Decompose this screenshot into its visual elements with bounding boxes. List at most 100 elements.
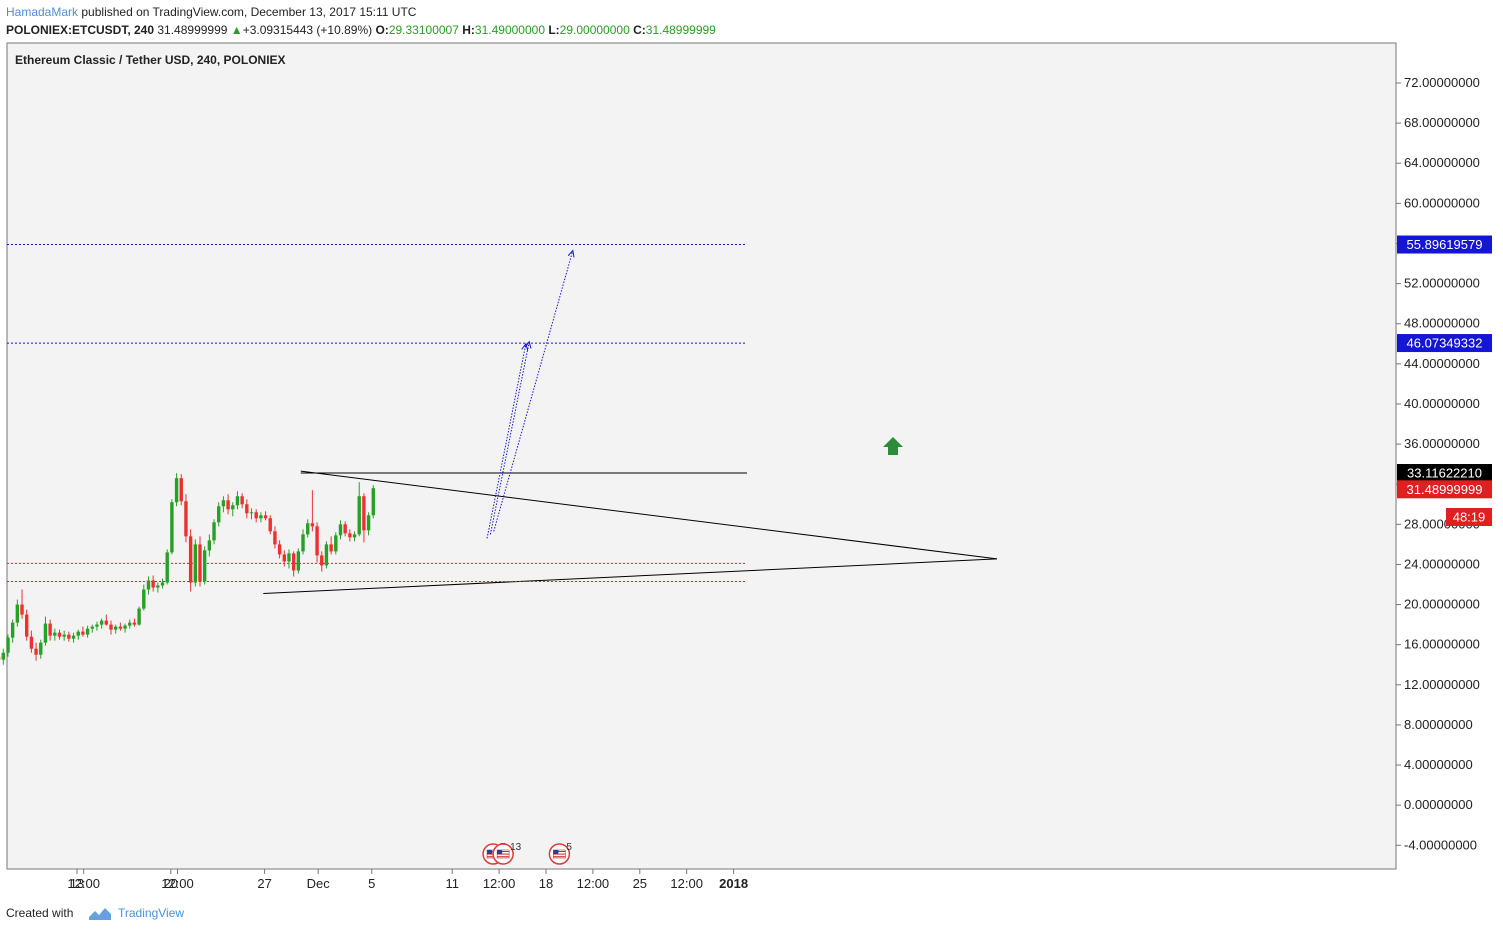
candle-body: [179, 478, 183, 502]
event-count: 5: [566, 842, 572, 853]
candle-body: [20, 604, 24, 615]
candle: [10, 619, 15, 643]
low-value: 29.00000000: [559, 23, 630, 37]
candle-body: [240, 496, 244, 505]
candle-body: [212, 522, 216, 541]
y-tick-label: 8.00000000: [1404, 717, 1473, 732]
projection-arrow-line: [493, 250, 574, 532]
candle-body: [231, 505, 235, 510]
candle-body: [184, 501, 188, 537]
price-change: +3.09315443 (+10.89%): [242, 23, 373, 37]
candle-body: [123, 625, 127, 629]
candle-body: [151, 580, 155, 588]
candle: [352, 531, 357, 542]
price-axis-label: 31.48999999: [1397, 480, 1492, 499]
x-tick-label: Dec: [307, 876, 331, 891]
candle-body: [85, 628, 90, 635]
candle: [362, 493, 366, 543]
candle: [132, 618, 137, 627]
candle-body: [249, 512, 254, 514]
candle-body: [315, 526, 319, 556]
candle-body: [254, 512, 258, 519]
candle-body: [137, 608, 141, 625]
candle-body: [67, 634, 71, 639]
candle: [310, 490, 315, 532]
close-label: C:: [633, 23, 646, 37]
candle-body: [217, 506, 221, 523]
candle-body: [188, 536, 193, 583]
candle: [357, 482, 361, 537]
candle-body: [71, 635, 76, 639]
candle: [104, 614, 109, 626]
us-flag-icon: [496, 849, 510, 859]
candle-body: [57, 632, 62, 637]
candle: [334, 532, 338, 555]
candle-body: [81, 631, 85, 635]
candle-body: [329, 544, 333, 552]
up-triangle-icon: ▲: [230, 23, 243, 37]
author-link[interactable]: HamadaMark: [6, 5, 79, 19]
candle-body: [113, 626, 118, 630]
candle: [146, 576, 151, 595]
economic-event-marker[interactable]: 13: [492, 842, 522, 865]
candle-body: [268, 518, 272, 532]
candle-body: [90, 626, 94, 629]
price-axis-label: 48:19: [1446, 508, 1492, 526]
candle-body: [95, 624, 99, 627]
symbol-label: POLONIEX:ETCUSDT, 240: [6, 23, 155, 37]
candle-body: [160, 582, 165, 586]
y-tick-label: 60.00000000: [1404, 195, 1480, 210]
candle-body: [310, 523, 315, 527]
candle: [57, 629, 62, 640]
candle: [34, 642, 38, 661]
candle: [249, 508, 254, 520]
footer: Created with TradingView: [0, 897, 1503, 931]
candle-body: [198, 544, 202, 582]
candle: [53, 628, 57, 641]
y-tick-label: -4.00000000: [1404, 837, 1477, 852]
candle-body: [226, 500, 230, 510]
x-tick-label: 18: [539, 876, 553, 891]
last-price: 31.48999999: [157, 23, 228, 37]
tradingview-link[interactable]: TradingView: [118, 906, 185, 920]
candle: [221, 496, 226, 513]
candle: [277, 540, 282, 559]
candle: [179, 474, 183, 506]
plot-area[interactable]: [6, 42, 1397, 870]
ohlc-info: POLONIEX:ETCUSDT, 240 31.48999999 ▲+3.09…: [6, 23, 716, 37]
x-tick-label: 12:00: [483, 876, 516, 891]
candle: [20, 589, 24, 619]
candle: [39, 639, 43, 659]
candle: [366, 512, 371, 536]
candle-body: [235, 496, 240, 506]
candle-body: [128, 622, 132, 626]
candle-body: [348, 533, 352, 538]
price-chart[interactable]: 7135 72.0000000068.0000000064.0000000060…: [0, 42, 1503, 897]
price-label-bg: [1397, 334, 1492, 353]
candle-body: [306, 523, 310, 535]
flag-canton: [487, 850, 493, 854]
candle: [226, 494, 230, 515]
close-value: 31.48999999: [645, 23, 716, 37]
publish-info: HamadaMark published on TradingView.com,…: [6, 5, 416, 19]
candle: [287, 549, 291, 569]
triangle-top[interactable]: [300, 470, 998, 560]
candle-body: [193, 544, 198, 583]
projection-arrow-head: [521, 342, 529, 351]
candle: [273, 526, 277, 549]
projection-arrow[interactable]: [489, 340, 532, 535]
economic-event-marker[interactable]: 5: [548, 842, 572, 865]
triangle-bottom[interactable]: [263, 558, 998, 595]
candle-body: [277, 544, 282, 555]
candle: [217, 502, 221, 527]
projection-arrow[interactable]: [486, 342, 529, 539]
candle: [193, 539, 198, 587]
candle-body: [62, 634, 66, 637]
candle: [348, 529, 352, 542]
projection-arrow-line: [486, 343, 527, 539]
projection-arrow[interactable]: [493, 249, 575, 532]
created-with-label: Created with: [6, 906, 74, 920]
price-axis-label: 46.07349332: [1397, 334, 1492, 353]
x-tick-label: 2018: [719, 876, 748, 891]
candle-body: [132, 622, 137, 625]
